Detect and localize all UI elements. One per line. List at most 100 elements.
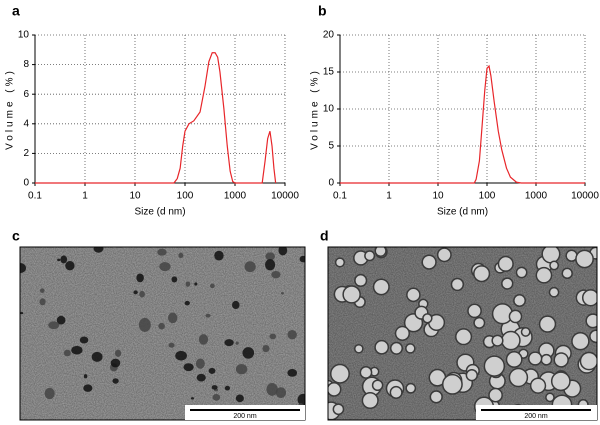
particle xyxy=(136,273,144,283)
particle xyxy=(372,278,390,296)
particle xyxy=(549,260,560,271)
particle xyxy=(342,285,361,304)
particle xyxy=(405,343,416,354)
particle xyxy=(183,363,194,372)
x-tick-label: 0.1 xyxy=(333,191,347,202)
particle xyxy=(497,255,514,272)
particle xyxy=(389,385,403,399)
y-tick-label: 6 xyxy=(23,89,29,100)
particle xyxy=(168,312,178,324)
particle xyxy=(473,265,491,283)
particle xyxy=(505,351,523,368)
particle xyxy=(158,322,165,330)
particle xyxy=(501,277,514,290)
particle xyxy=(535,266,553,284)
particle xyxy=(553,352,569,368)
particle xyxy=(529,377,547,394)
particle xyxy=(83,384,93,392)
x-tick-label: 1 xyxy=(82,191,88,202)
particle xyxy=(208,367,216,374)
particle xyxy=(520,327,531,337)
particle xyxy=(374,339,390,355)
particle xyxy=(354,273,368,288)
particle xyxy=(581,289,597,307)
panel-label: b xyxy=(318,3,327,19)
y-axis-label: Volume (%) xyxy=(310,68,321,150)
particle xyxy=(262,344,270,353)
y-tick-label: 10 xyxy=(323,104,335,115)
particle xyxy=(60,255,68,264)
particle xyxy=(579,351,597,371)
particle xyxy=(561,267,573,280)
particle xyxy=(242,347,255,359)
particle xyxy=(214,250,224,261)
particle xyxy=(483,355,506,377)
particle xyxy=(299,255,305,263)
particle xyxy=(139,290,145,298)
particle xyxy=(265,252,275,261)
particle xyxy=(195,358,205,369)
particle xyxy=(20,312,24,315)
particle xyxy=(548,286,560,298)
particle xyxy=(235,364,248,375)
particle xyxy=(44,387,55,400)
particle xyxy=(138,317,151,332)
particle xyxy=(406,287,421,303)
y-tick-label: 10 xyxy=(18,30,30,41)
tem-image-d xyxy=(328,247,597,420)
particle xyxy=(364,250,376,262)
y-tick-label: 2 xyxy=(23,148,29,159)
particle xyxy=(450,277,465,292)
x-tick-label: 10000 xyxy=(571,191,599,202)
x-axis-label: Size (d nm) xyxy=(437,207,488,218)
data-line xyxy=(340,64,585,184)
x-tick-label: 0.1 xyxy=(28,191,42,202)
particle xyxy=(394,325,410,341)
particle xyxy=(374,247,387,257)
particle xyxy=(278,247,288,256)
particle xyxy=(515,266,528,279)
particle xyxy=(541,247,561,264)
particle xyxy=(287,329,297,340)
particle xyxy=(168,342,175,348)
particle xyxy=(405,382,417,394)
particle xyxy=(63,349,71,357)
particle xyxy=(271,270,281,279)
y-tick-label: 5 xyxy=(328,141,334,152)
particle xyxy=(488,387,503,403)
particle xyxy=(465,368,478,382)
particle xyxy=(513,294,527,307)
particle xyxy=(83,374,88,379)
particle xyxy=(473,316,486,329)
particle xyxy=(184,300,190,306)
x-axis-label: Size (d nm) xyxy=(134,207,185,218)
y-tick-label: 0 xyxy=(328,178,334,189)
particle xyxy=(39,288,45,293)
scale-bar-label: 200 nm xyxy=(524,413,548,420)
particle xyxy=(297,393,305,406)
particle xyxy=(235,341,239,345)
particle xyxy=(589,329,597,344)
particle xyxy=(328,381,342,397)
particle xyxy=(455,328,473,346)
particle xyxy=(545,392,555,403)
x-tick-label: 100 xyxy=(479,191,496,202)
particle xyxy=(198,334,209,345)
particle xyxy=(508,309,523,324)
particle xyxy=(508,367,529,388)
x-tick-label: 10 xyxy=(432,191,444,202)
particle xyxy=(79,336,89,344)
particle xyxy=(232,300,240,310)
particle xyxy=(93,247,104,253)
particle xyxy=(235,394,244,403)
particle xyxy=(190,397,194,400)
particle xyxy=(209,283,215,289)
particle xyxy=(39,298,46,306)
particle xyxy=(65,260,75,271)
particle xyxy=(133,290,138,295)
particle xyxy=(429,390,443,404)
particle xyxy=(114,349,122,357)
data-line xyxy=(35,52,277,184)
y-tick-label: 20 xyxy=(323,30,335,41)
